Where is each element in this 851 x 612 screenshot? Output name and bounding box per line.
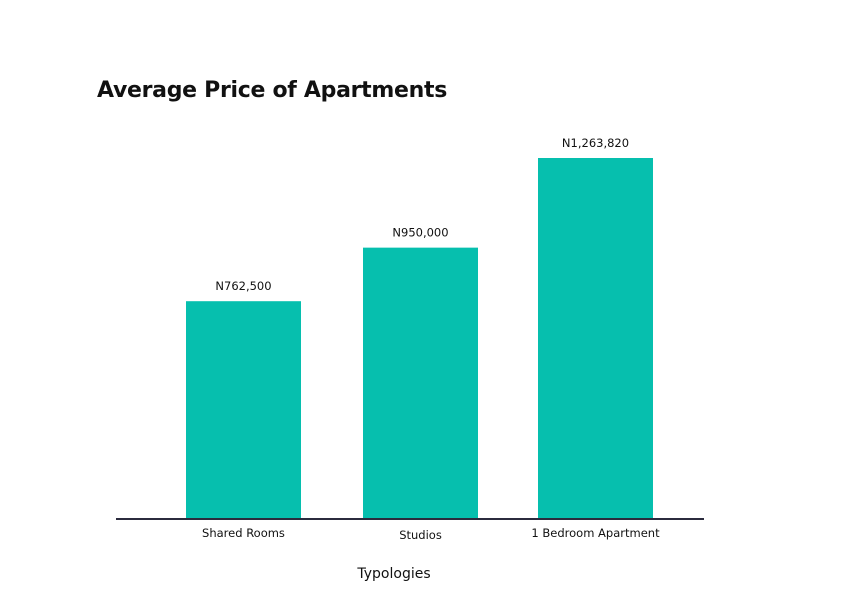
bars-group [186, 158, 653, 520]
x-tick-labels-group: Shared Rooms Studios 1 Bedroom Apartment [202, 526, 660, 542]
x-tick-label-1: Shared Rooms [202, 526, 285, 540]
data-label-3: N1,263,820 [562, 136, 629, 150]
bar-1 [186, 301, 301, 519]
data-label-1: N762,500 [215, 279, 271, 293]
chart-title: Average Price of Apartments [97, 78, 448, 103]
bar-2 [363, 247, 478, 520]
x-tick-label-2: Studios [399, 528, 442, 542]
data-labels-group: N762,500 N950,000 N1,263,820 [215, 136, 629, 293]
data-label-2: N950,000 [392, 226, 448, 240]
bar-3 [538, 158, 653, 519]
x-tick-label-3: 1 Bedroom Apartment [531, 526, 660, 540]
x-axis-title: Typologies [356, 566, 430, 582]
